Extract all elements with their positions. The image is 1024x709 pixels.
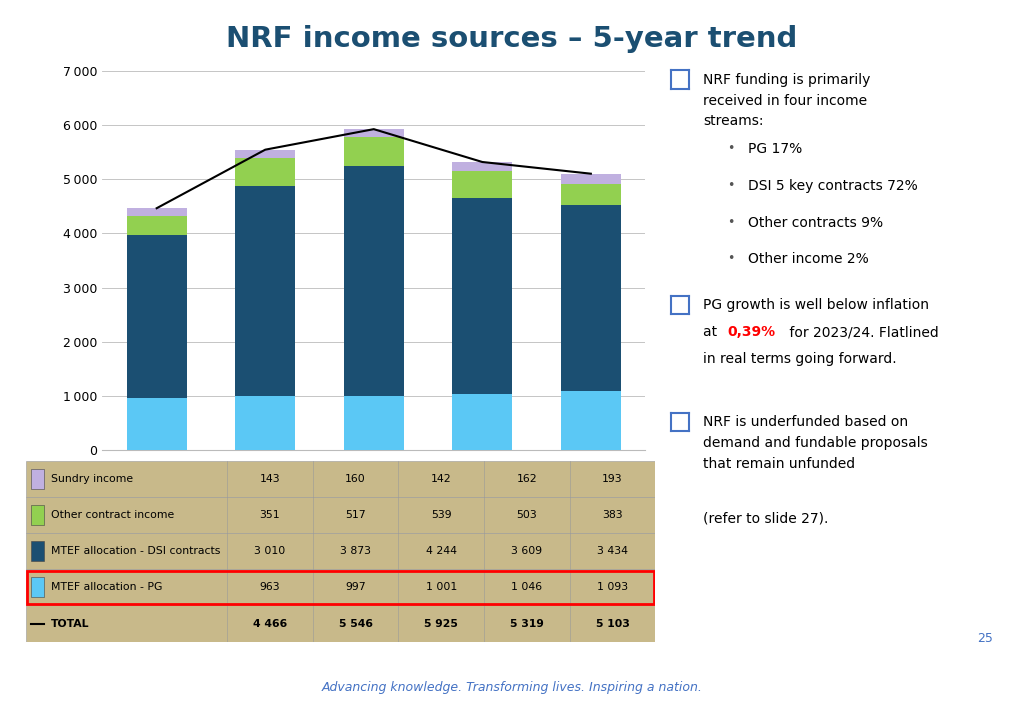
Text: 3 609: 3 609 xyxy=(511,546,543,557)
Text: R'm: R'm xyxy=(580,518,602,528)
Text: Projected: Projected xyxy=(348,499,399,509)
Text: (refer to slide 27).: (refer to slide 27). xyxy=(703,511,828,525)
Bar xyxy=(453,171,512,198)
Text: 503: 503 xyxy=(516,510,538,520)
Text: 2023/24: 2023/24 xyxy=(347,477,400,491)
Text: 3 873: 3 873 xyxy=(340,546,371,557)
Text: •: • xyxy=(727,179,734,191)
Text: 5 319: 5 319 xyxy=(510,618,544,629)
Bar xyxy=(26,497,655,533)
Bar xyxy=(344,137,403,166)
Bar xyxy=(236,158,295,186)
Text: 4 244: 4 244 xyxy=(426,546,457,557)
Text: 5 103: 5 103 xyxy=(596,618,630,629)
Text: Projected: Projected xyxy=(565,499,616,509)
Bar xyxy=(453,393,512,450)
Text: 2022/23: 2022/23 xyxy=(239,477,292,491)
Text: 1 046: 1 046 xyxy=(511,582,543,593)
Bar xyxy=(127,235,186,398)
Text: R'm: R'm xyxy=(471,518,494,528)
Text: NRF funding is primarily
received in four income
streams:: NRF funding is primarily received in fou… xyxy=(703,73,870,128)
Text: Projected: Projected xyxy=(240,499,291,509)
Text: 25: 25 xyxy=(977,632,993,645)
Text: at: at xyxy=(703,325,722,340)
Text: 351: 351 xyxy=(260,510,281,520)
Text: •: • xyxy=(727,252,734,265)
Text: R'm: R'm xyxy=(362,518,385,528)
Text: 162: 162 xyxy=(516,474,538,484)
Text: 142: 142 xyxy=(431,474,452,484)
Text: R'm: R'm xyxy=(145,518,168,528)
Text: •: • xyxy=(727,142,734,155)
Text: 5 925: 5 925 xyxy=(424,618,458,629)
Text: PG growth is well below inflation: PG growth is well below inflation xyxy=(703,298,930,313)
Bar xyxy=(453,198,512,393)
Text: 0,39%: 0,39% xyxy=(727,325,775,340)
Bar xyxy=(561,184,621,205)
Text: NRF income sources – 5-year trend: NRF income sources – 5-year trend xyxy=(226,25,798,52)
Text: TOTAL: TOTAL xyxy=(51,618,89,629)
Text: MTEF allocation - DSI contracts: MTEF allocation - DSI contracts xyxy=(51,546,220,557)
Text: 539: 539 xyxy=(431,510,452,520)
Text: Advancing knowledge. Transforming lives. Inspiring a nation.: Advancing knowledge. Transforming lives.… xyxy=(322,681,702,694)
Text: MTEF allocation - PG: MTEF allocation - PG xyxy=(51,582,162,593)
Text: 997: 997 xyxy=(345,582,366,593)
Text: •: • xyxy=(727,216,734,228)
Bar xyxy=(344,129,403,137)
Text: 3 010: 3 010 xyxy=(254,546,286,557)
Text: 3 434: 3 434 xyxy=(597,546,628,557)
Text: 1 001: 1 001 xyxy=(426,582,457,593)
Bar xyxy=(31,469,44,489)
Text: R'm: R'm xyxy=(254,518,276,528)
Text: Other contract income: Other contract income xyxy=(51,510,174,520)
Bar xyxy=(236,396,295,450)
Bar xyxy=(561,174,621,184)
Bar xyxy=(344,166,403,396)
Bar xyxy=(31,505,44,525)
Text: NRF is underfunded based on
demand and fundable proposals
that remain unfunded: NRF is underfunded based on demand and f… xyxy=(703,415,928,471)
Text: for 2023/24. Flatlined: for 2023/24. Flatlined xyxy=(785,325,939,340)
Text: in real terms going forward.: in real terms going forward. xyxy=(703,352,897,367)
Bar xyxy=(453,162,512,171)
Text: 2021/22: 2021/22 xyxy=(130,477,183,491)
Bar xyxy=(561,391,621,450)
Bar xyxy=(236,186,295,396)
Text: 5 546: 5 546 xyxy=(339,618,373,629)
Text: Sundry income: Sundry income xyxy=(51,474,133,484)
Text: 383: 383 xyxy=(602,510,623,520)
Text: Projected: Projected xyxy=(457,499,508,509)
Text: 4 466: 4 466 xyxy=(253,618,287,629)
Text: 517: 517 xyxy=(345,510,366,520)
Bar xyxy=(127,398,186,450)
Text: 2025/26: 2025/26 xyxy=(564,477,617,491)
Bar xyxy=(561,205,621,391)
Text: 193: 193 xyxy=(602,474,623,484)
Bar xyxy=(236,150,295,158)
Text: Other income 2%: Other income 2% xyxy=(748,252,868,267)
Bar xyxy=(26,605,655,642)
Text: Other contracts 9%: Other contracts 9% xyxy=(748,216,883,230)
Bar xyxy=(26,533,655,569)
Bar xyxy=(127,208,186,216)
Text: 963: 963 xyxy=(260,582,281,593)
Bar xyxy=(31,541,44,562)
Text: PG 17%: PG 17% xyxy=(748,142,802,156)
Text: 1 093: 1 093 xyxy=(597,582,628,593)
Text: Actual: Actual xyxy=(139,499,174,509)
Text: 160: 160 xyxy=(345,474,366,484)
Bar xyxy=(127,216,186,235)
Bar xyxy=(344,396,403,450)
Text: DSI 5 key contracts 72%: DSI 5 key contracts 72% xyxy=(748,179,918,193)
Bar xyxy=(26,569,655,605)
Bar xyxy=(27,571,654,603)
Text: 2024/25: 2024/25 xyxy=(456,477,509,491)
Text: 143: 143 xyxy=(260,474,281,484)
Bar xyxy=(31,577,44,598)
Bar xyxy=(26,461,655,497)
